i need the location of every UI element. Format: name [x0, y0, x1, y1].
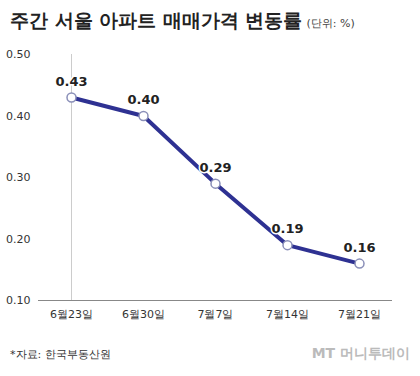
- html-text:MT 머니투데이: MT 머니투데이: [311, 345, 410, 361]
- svg-text:0.50: 0.50: [6, 48, 31, 61]
- svg-text:0.20: 0.20: [6, 233, 31, 246]
- html-text:주간 서울 아파트 매매가격 변동률 (단위: %): 주간 서울 아파트 매매가격 변동률 (단위: %): [10, 9, 355, 31]
- svg-text:0.30: 0.30: [6, 171, 31, 184]
- html-text:*자료: 한국부동산원: *자료: 한국부동산원: [10, 347, 111, 361]
- svg-text:0.43: 0.43: [55, 74, 87, 89]
- svg-text:7월14일: 7월14일: [266, 308, 309, 321]
- svg-text:0.40: 0.40: [127, 92, 159, 107]
- svg-text:0.10: 0.10: [6, 294, 31, 307]
- svg-text:7월21일: 7월21일: [338, 308, 381, 321]
- svg-text:0.19: 0.19: [271, 221, 303, 236]
- svg-text:0.40: 0.40: [6, 110, 31, 123]
- svg-text:0.29: 0.29: [199, 160, 231, 175]
- svg-text:0.16: 0.16: [343, 240, 375, 255]
- svg-text:7월7일: 7월7일: [198, 308, 234, 321]
- svg-text:6월23일: 6월23일: [50, 308, 93, 321]
- svg-text:6월30일: 6월30일: [122, 308, 165, 321]
